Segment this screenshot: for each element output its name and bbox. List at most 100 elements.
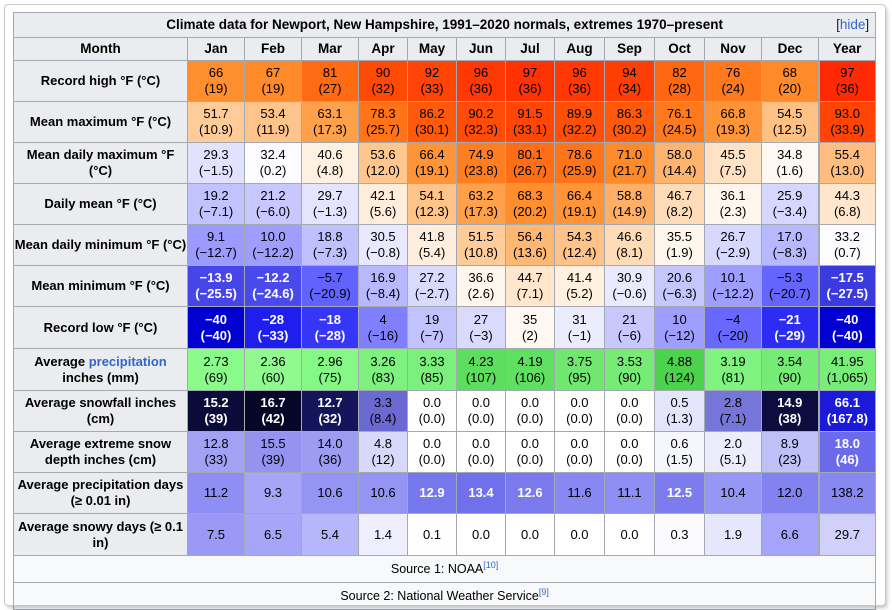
cell-value-secondary: (−40): [831, 327, 863, 343]
cell-value: 93.0: [834, 106, 860, 121]
cell-value-secondary: (0.0): [516, 452, 544, 467]
hide-link[interactable]: hide: [839, 17, 866, 32]
cell-value: 45.5: [720, 147, 746, 162]
table-cell: 56.4 (13.6): [505, 224, 555, 266]
table-cell: 66.4 (19.1): [407, 142, 457, 184]
table-cell: 41.95 (1,065): [817, 348, 877, 391]
table-cell: 0.0: [604, 513, 655, 556]
precipitation-link[interactable]: precipitation: [88, 353, 167, 369]
table-cell: 15.5 (39): [244, 431, 302, 473]
table-cell: 0.0: [505, 513, 555, 556]
table-cell: 14.9 (38): [761, 390, 819, 432]
cell-value: 29.7: [834, 526, 860, 542]
cell-value-secondary: (−12.2): [252, 245, 294, 260]
cell-value-secondary: (36): [469, 81, 493, 96]
table-cell: 46.6 (8.1): [604, 224, 655, 266]
cell-value: 54.1: [419, 188, 445, 203]
cell-value: 4.88: [666, 353, 693, 369]
cell-value: 56.4: [517, 229, 543, 244]
cell-value: 97: [840, 65, 855, 80]
cell-value: 16.7: [260, 395, 286, 410]
cell-value-secondary: (106): [514, 369, 546, 385]
table-cell: 6.6: [761, 513, 819, 556]
table-cell: 18.8 (−7.3): [301, 224, 359, 266]
table-cell: 96 (36): [554, 60, 605, 102]
cell-value-secondary: (−25.5): [195, 286, 237, 301]
table-cell: 0.0 (0.0): [407, 390, 457, 432]
table-cell: 18.0 (46): [817, 431, 877, 473]
cell-value: 13.4: [468, 485, 494, 500]
cell-value: 80.1: [517, 147, 543, 162]
cell-value: 81: [322, 65, 338, 80]
cell-value: 8.9: [780, 436, 799, 451]
hide-bracket-open: [: [836, 17, 840, 32]
cell-value-secondary: (17.3): [464, 204, 498, 219]
cell-value-secondary: (2): [522, 327, 538, 343]
cell-value-secondary: (12): [371, 452, 395, 467]
table-cell: 4.23 (107): [456, 348, 506, 391]
table-row: Average snowfall inches (cm) 15.2 (39) 16.7…: [13, 390, 877, 432]
cell-value: 51.5: [468, 229, 494, 244]
cell-value: 33.2: [834, 229, 860, 244]
citation-link[interactable]: [10]: [483, 560, 499, 570]
table-cell: 12.9: [407, 472, 457, 514]
cell-value: 29.7: [317, 188, 343, 203]
cell-value-secondary: (39): [261, 452, 285, 467]
cell-value: 3.19: [720, 353, 746, 369]
cell-value: 7.5: [206, 526, 226, 542]
table-cell: 11.2: [187, 472, 245, 514]
cell-value: 27.2: [419, 270, 445, 285]
table-row: Average precipitation days (≥ 0.01 in) 11…: [13, 472, 877, 514]
cell-value: 0.0: [471, 436, 491, 451]
table-cell: 17.0 (−8.3): [761, 224, 819, 266]
cell-value: 2.96: [317, 353, 343, 369]
cell-value-secondary: (−12): [664, 327, 695, 343]
table-cell: 35 (2): [505, 306, 555, 349]
cell-value-secondary: (36): [567, 81, 592, 96]
citation-link[interactable]: [9]: [538, 587, 549, 597]
cell-value-secondary: (1.9): [666, 245, 693, 260]
table-cell: 138.2: [817, 472, 877, 514]
cell-value-secondary: (−2.9): [715, 245, 751, 260]
cell-value-secondary: (−33): [257, 327, 289, 343]
cell-value: 34.8: [777, 147, 803, 162]
cell-value: 35: [522, 311, 538, 327]
cell-value: −40: [836, 311, 859, 327]
table-cell: 44.3 (6.8): [817, 183, 877, 225]
cell-value-secondary: (−6.0): [255, 204, 291, 219]
source-row: Source 2: National Weather Service[9]: [12, 582, 877, 610]
cell-value-secondary: (5.2): [566, 286, 593, 301]
cell-value: 0.1: [422, 526, 442, 542]
table-cell: 74.9 (23.8): [456, 142, 506, 184]
cell-value-secondary: (19): [261, 81, 285, 96]
cell-value: −5.7: [317, 270, 343, 285]
cell-value: 0.6: [670, 436, 689, 451]
cell-value-secondary: (−2.7): [414, 286, 450, 301]
row-label: Daily mean °F (°C): [13, 183, 188, 225]
climate-table-container: Climate data for Newport, New Hampshire,…: [12, 12, 877, 610]
header-jan: Jan: [187, 37, 245, 61]
cell-value-secondary: (−20): [717, 327, 749, 343]
table-cell: 36.1 (2.3): [704, 183, 762, 225]
cell-value: 78.6: [566, 147, 593, 162]
table-cell: 25.9 (−3.4): [761, 183, 819, 225]
cell-value: 10: [672, 311, 687, 327]
cell-value: 0.0: [471, 395, 491, 410]
source-cell: Source 2: National Weather Service[9]: [12, 582, 877, 610]
table-cell: 32.4 (0.2): [244, 142, 302, 184]
cell-value: 41.4: [566, 270, 593, 285]
table-cell: 68 (20): [761, 60, 819, 102]
cell-value-secondary: (−3.4): [772, 204, 807, 219]
cell-value: 55.4: [834, 147, 860, 162]
cell-value-secondary: (24): [721, 81, 745, 96]
cell-value: 16.9: [370, 270, 396, 285]
row-label-text: Average: [34, 353, 89, 369]
table-cell: 10.0 (−12.2): [244, 224, 302, 266]
table-cell: 0.0 (0.0): [456, 431, 506, 473]
header-apr: Apr: [358, 37, 408, 61]
table-cell: 12.7 (32): [301, 390, 359, 432]
cell-value-secondary: (−0.8): [365, 245, 401, 260]
cell-value-secondary: (0.0): [418, 411, 446, 426]
hide-toggle[interactable]: [hide]: [836, 17, 869, 33]
table-cell: 3.33 (85): [407, 348, 457, 391]
